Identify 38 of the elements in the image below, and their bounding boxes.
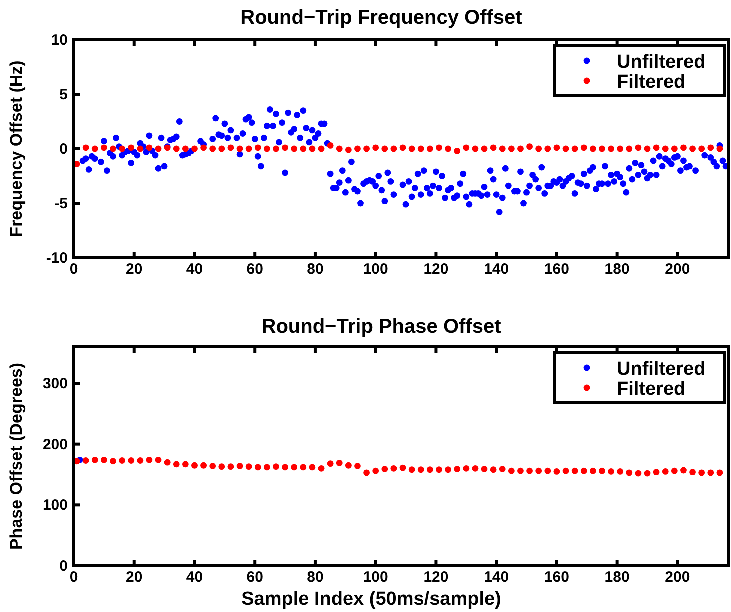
x-tick-label: 60 [246,261,264,278]
x-tick-label: 180 [604,261,630,278]
x-tick-label: 200 [665,261,690,278]
x-tick-label: 160 [544,261,570,278]
y-tick-label: 200 [42,436,68,454]
x-tick-label: 80 [307,569,324,586]
y-tick-label: -10 [46,250,68,267]
x-tick-label: 140 [484,569,510,586]
y-tick-label: 100 [42,497,68,514]
x-tick-label: 40 [186,569,204,586]
chart-title: Round−Trip Phase Offset [262,316,502,338]
x-tick-label: 180 [604,569,630,586]
legend-label: Filtered [617,72,686,93]
x-tick-label: 100 [363,569,388,586]
y-tick-label: 0 [60,141,68,158]
legend-label: Unfiltered [617,52,706,73]
y-tick-label: 10 [51,32,68,49]
x-tick-label: 40 [186,261,204,278]
x-tick-label: 80 [307,261,324,278]
x-axis-title: Sample Index (50ms/sample) [242,589,502,610]
x-tick-label: 120 [424,569,449,586]
y-tick-label: -5 [54,196,68,212]
legend-label: Filtered [617,379,686,400]
y-tick-label: 5 [60,86,68,104]
chart-title: Round−Trip Frequency Offset [240,7,523,29]
x-tick-label: 200 [665,569,690,586]
y-tick-label: 0 [60,558,68,575]
x-tick-label: 100 [363,261,388,278]
x-tick-label: 140 [484,261,510,278]
x-tick-label: 120 [424,261,449,278]
y-axis-title: Frequency Offset (Hz) [7,60,26,238]
x-tick-label: 20 [126,261,143,278]
x-tick-label: 160 [544,569,570,586]
x-tick-label: 20 [126,569,143,586]
legend-label: Unfiltered [617,359,706,380]
y-tick-label: 300 [42,376,68,392]
y-axis-title: Phase Offset (Degrees) [7,362,26,550]
x-tick-label: 60 [246,569,264,586]
